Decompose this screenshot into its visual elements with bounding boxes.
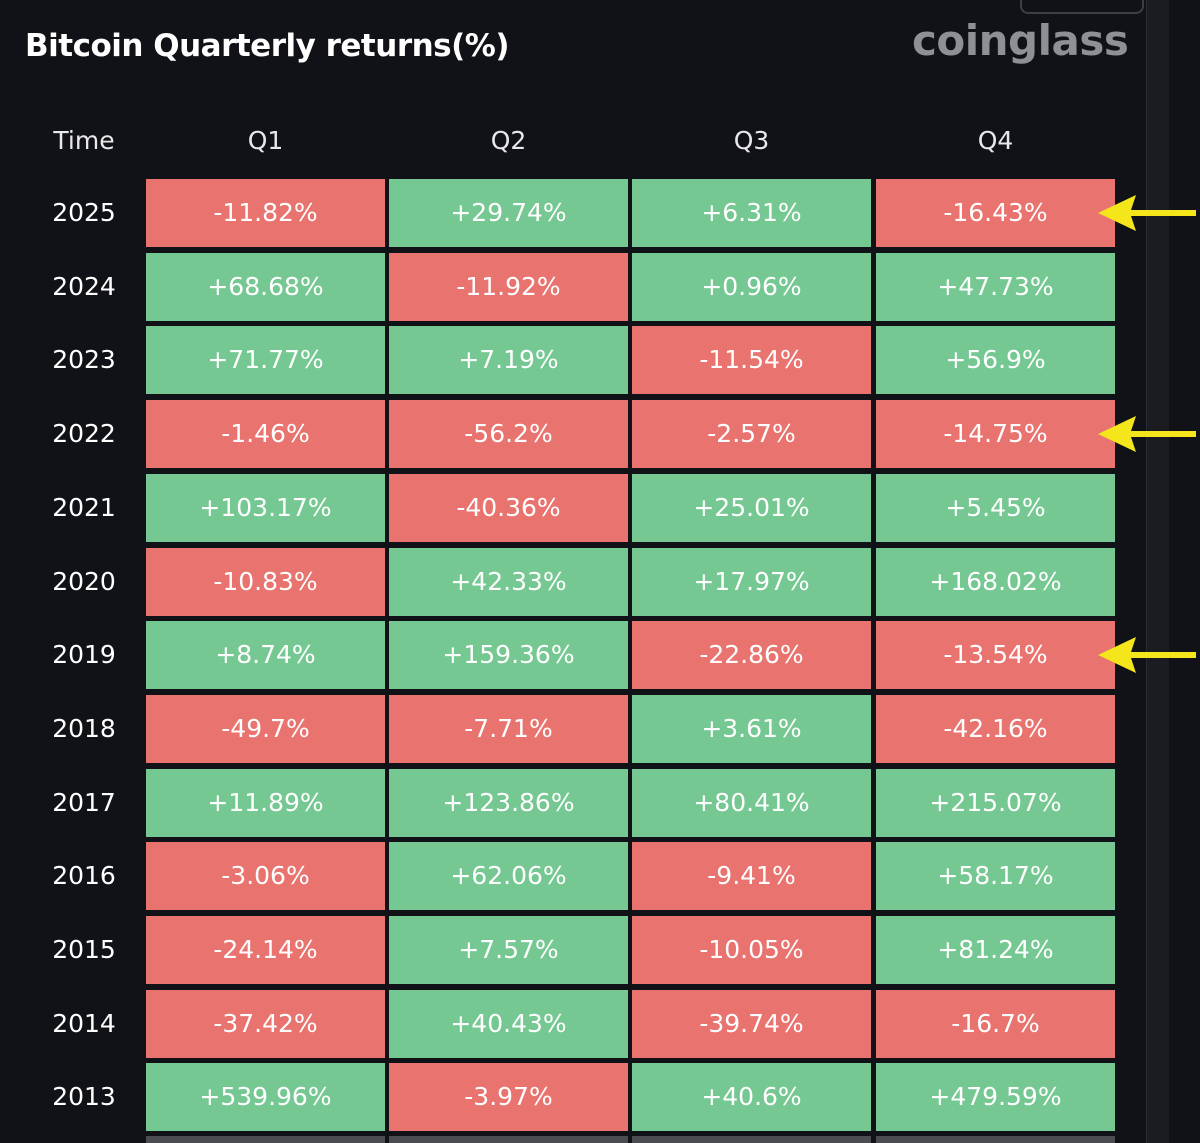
cell-2019-q3: -22.86% bbox=[632, 621, 871, 689]
cell-2025-q2: +29.74% bbox=[389, 179, 628, 247]
row-year-2017: 2017 bbox=[52, 788, 116, 817]
cell-2013-q3: +40.6% bbox=[632, 1063, 871, 1131]
cell-2013-q4: +479.59% bbox=[876, 1063, 1115, 1131]
top-control-box bbox=[1020, 0, 1144, 14]
cell-2017-q3: +80.41% bbox=[632, 769, 871, 837]
cell-2024-q1: +68.68% bbox=[146, 253, 385, 321]
partial-row-cell bbox=[876, 1136, 1115, 1143]
cell-2017-q1: +11.89% bbox=[146, 769, 385, 837]
cell-2020-q2: +42.33% bbox=[389, 548, 628, 616]
cell-2023-q1: +71.77% bbox=[146, 326, 385, 394]
cell-2024-q4: +47.73% bbox=[876, 253, 1115, 321]
row-year-2024: 2024 bbox=[52, 272, 116, 301]
cell-2023-q3: -11.54% bbox=[632, 326, 871, 394]
arrow-icon bbox=[1098, 195, 1196, 231]
row-year-2014: 2014 bbox=[52, 1009, 116, 1038]
column-header-q1: Q1 bbox=[247, 126, 284, 155]
cell-2015-q1: -24.14% bbox=[146, 916, 385, 984]
row-year-2016: 2016 bbox=[52, 861, 116, 890]
cell-2018-q1: -49.7% bbox=[146, 695, 385, 763]
cell-2019-q4: -13.54% bbox=[876, 621, 1115, 689]
cell-2023-q4: +56.9% bbox=[876, 326, 1115, 394]
cell-2021-q2: -40.36% bbox=[389, 474, 628, 542]
cell-2014-q2: +40.43% bbox=[389, 990, 628, 1058]
cell-2014-q1: -37.42% bbox=[146, 990, 385, 1058]
row-year-2025: 2025 bbox=[52, 198, 116, 227]
column-header-q2: Q2 bbox=[490, 126, 527, 155]
cell-2024-q3: +0.96% bbox=[632, 253, 871, 321]
cell-2017-q2: +123.86% bbox=[389, 769, 628, 837]
cell-2020-q1: -10.83% bbox=[146, 548, 385, 616]
arrow-icon bbox=[1098, 416, 1196, 452]
column-header-time: Time bbox=[53, 126, 115, 155]
cell-2020-q3: +17.97% bbox=[632, 548, 871, 616]
cell-2016-q1: -3.06% bbox=[146, 842, 385, 910]
cell-2018-q3: +3.61% bbox=[632, 695, 871, 763]
scrollbar[interactable] bbox=[1146, 0, 1169, 1143]
row-year-2022: 2022 bbox=[52, 419, 116, 448]
row-year-2023: 2023 bbox=[52, 345, 116, 374]
cell-2021-q3: +25.01% bbox=[632, 474, 871, 542]
cell-2016-q3: -9.41% bbox=[632, 842, 871, 910]
row-year-2019: 2019 bbox=[52, 640, 116, 669]
cell-2013-q2: -3.97% bbox=[389, 1063, 628, 1131]
row-year-2013: 2013 bbox=[52, 1082, 116, 1111]
cell-2018-q2: -7.71% bbox=[389, 695, 628, 763]
cell-2013-q1: +539.96% bbox=[146, 1063, 385, 1131]
column-header-q3: Q3 bbox=[733, 126, 770, 155]
partial-row-cell bbox=[146, 1136, 385, 1143]
row-year-2018: 2018 bbox=[52, 714, 116, 743]
cell-2018-q4: -42.16% bbox=[876, 695, 1115, 763]
cell-2014-q4: -16.7% bbox=[876, 990, 1115, 1058]
row-year-2015: 2015 bbox=[52, 935, 116, 964]
cell-2025-q1: -11.82% bbox=[146, 179, 385, 247]
brand-logo: coinglass bbox=[912, 16, 1129, 65]
cell-2019-q2: +159.36% bbox=[389, 621, 628, 689]
arrow-icon bbox=[1098, 637, 1196, 673]
row-year-2020: 2020 bbox=[52, 567, 116, 596]
cell-2014-q3: -39.74% bbox=[632, 990, 871, 1058]
cell-2021-q4: +5.45% bbox=[876, 474, 1115, 542]
partial-row-cell bbox=[389, 1136, 628, 1143]
partial-row-cell bbox=[632, 1136, 871, 1143]
cell-2022-q3: -2.57% bbox=[632, 400, 871, 468]
cell-2020-q4: +168.02% bbox=[876, 548, 1115, 616]
row-year-2021: 2021 bbox=[52, 493, 116, 522]
cell-2019-q1: +8.74% bbox=[146, 621, 385, 689]
chart-title: Bitcoin Quarterly returns(%) bbox=[25, 28, 510, 64]
cell-2022-q4: -14.75% bbox=[876, 400, 1115, 468]
cell-2015-q4: +81.24% bbox=[876, 916, 1115, 984]
column-header-q4: Q4 bbox=[977, 126, 1014, 155]
cell-2023-q2: +7.19% bbox=[389, 326, 628, 394]
cell-2016-q2: +62.06% bbox=[389, 842, 628, 910]
cell-2016-q4: +58.17% bbox=[876, 842, 1115, 910]
cell-2024-q2: -11.92% bbox=[389, 253, 628, 321]
cell-2015-q3: -10.05% bbox=[632, 916, 871, 984]
cell-2022-q1: -1.46% bbox=[146, 400, 385, 468]
cell-2022-q2: -56.2% bbox=[389, 400, 628, 468]
cell-2025-q3: +6.31% bbox=[632, 179, 871, 247]
cell-2025-q4: -16.43% bbox=[876, 179, 1115, 247]
cell-2015-q2: +7.57% bbox=[389, 916, 628, 984]
cell-2021-q1: +103.17% bbox=[146, 474, 385, 542]
cell-2017-q4: +215.07% bbox=[876, 769, 1115, 837]
